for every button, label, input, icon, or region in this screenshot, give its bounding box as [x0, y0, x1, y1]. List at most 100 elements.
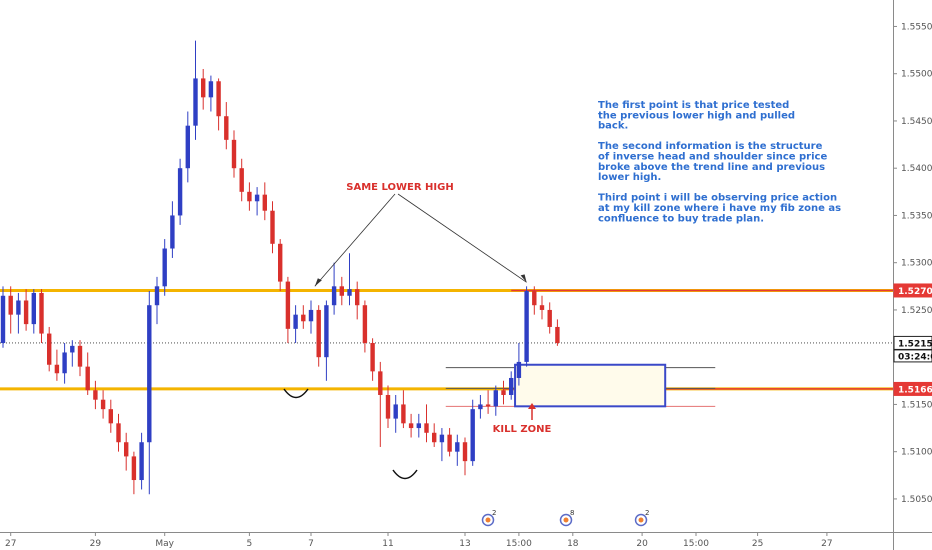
candle [100, 390, 106, 419]
candle-body [77, 345, 83, 367]
candle [239, 158, 244, 202]
candle-body [331, 286, 337, 306]
candle-body [147, 305, 152, 443]
y-tick-label: 1.55500 [901, 22, 932, 32]
candle-body [224, 116, 229, 140]
candle-body [316, 309, 321, 358]
note-line: back. [598, 121, 628, 132]
candle [247, 182, 252, 211]
candle-body [470, 409, 475, 462]
x-tick-label: 29 [90, 539, 102, 549]
candle [316, 305, 321, 367]
candle [170, 201, 175, 258]
x-tick-label: 15:00 [683, 539, 709, 549]
annotations-layer: SAME LOWER HIGH KILL ZONE The first point … [283, 100, 841, 480]
candle-body [285, 281, 291, 329]
note-line: The first point is that price tested [598, 100, 789, 111]
event-marker[interactable]: 8 [559, 509, 575, 527]
arrow-left-line [314, 193, 396, 287]
candle-body [185, 125, 190, 169]
candle [224, 102, 229, 150]
arrow-right-line [397, 193, 527, 283]
candle-body [432, 432, 437, 443]
candle [485, 390, 491, 414]
candle-body [270, 210, 275, 244]
candle [0, 286, 6, 348]
y-tick-label: 1.55000 [901, 70, 932, 80]
note-line: lower high. [598, 172, 661, 183]
candle-body [485, 404, 491, 407]
note-line: the previous lower high and pulled [598, 110, 795, 121]
candle [308, 300, 314, 334]
candle [470, 399, 475, 466]
candle [154, 276, 160, 325]
candle [378, 361, 383, 447]
current-price-tag-text: 1.52151 [898, 339, 932, 349]
event-marker[interactable]: 2 [634, 509, 650, 527]
candle-body [254, 194, 260, 202]
candle [31, 289, 36, 334]
event-marker-dot [563, 517, 569, 523]
candle [47, 326, 52, 372]
candle-body [8, 295, 13, 315]
candle [385, 385, 391, 429]
candle-body [62, 352, 67, 374]
candle [501, 380, 506, 405]
candle-body [100, 399, 106, 410]
x-tick-label: 5 [247, 539, 253, 549]
same-lower-high-label: SAME LOWER HIGH [346, 182, 453, 193]
countdown-tag-text: 03:24:09 [898, 352, 932, 362]
candle-body [124, 442, 129, 457]
candle-body [154, 286, 160, 306]
candle [416, 413, 421, 438]
candle-body [201, 78, 206, 98]
support-price-tag-bg [893, 381, 932, 396]
y-tick-label: 1.54500 [901, 117, 932, 127]
event-marker-count: 2 [645, 509, 649, 517]
event-marker-dot [638, 517, 644, 523]
candle-body [516, 361, 522, 378]
candle [324, 300, 329, 381]
kill-zone-label: KILL ZONE [493, 424, 552, 435]
candle [116, 413, 121, 452]
candle-body [247, 191, 252, 202]
candle-body [231, 139, 237, 169]
candle [493, 385, 498, 416]
candle [362, 300, 368, 353]
candle-body [293, 314, 298, 329]
candle [447, 428, 452, 457]
candle [478, 394, 483, 419]
candle-body [278, 243, 283, 282]
candle-body [70, 345, 75, 353]
candle-body [208, 81, 214, 98]
candle-body [162, 248, 167, 287]
candle [93, 380, 98, 410]
candle [147, 291, 152, 495]
candle [70, 340, 75, 367]
candle-body [547, 309, 552, 327]
event-marker[interactable]: 2 [481, 509, 497, 527]
y-tick-label: 1.51500 [901, 400, 932, 410]
candle [278, 239, 283, 292]
candle [393, 394, 398, 433]
kill-zone-box[interactable] [514, 363, 667, 408]
candle-body [539, 305, 545, 310]
candle [285, 276, 291, 344]
candle-body [116, 423, 121, 443]
x-tick-label: May [155, 539, 174, 549]
levels-layer [0, 288, 893, 408]
candle-body [31, 292, 36, 325]
event-marker-dot [485, 517, 491, 523]
candle-body [355, 289, 360, 306]
candle-body [239, 168, 244, 192]
candle-body [39, 292, 44, 334]
candle [231, 130, 237, 178]
countdown-tag: 03:24:09 [893, 349, 932, 363]
candle [208, 75, 214, 112]
candle-body [170, 215, 175, 249]
candle [16, 292, 21, 334]
note-line: of inverse head and shoulder since price [598, 152, 827, 163]
candle [8, 286, 13, 334]
candle [555, 319, 560, 346]
